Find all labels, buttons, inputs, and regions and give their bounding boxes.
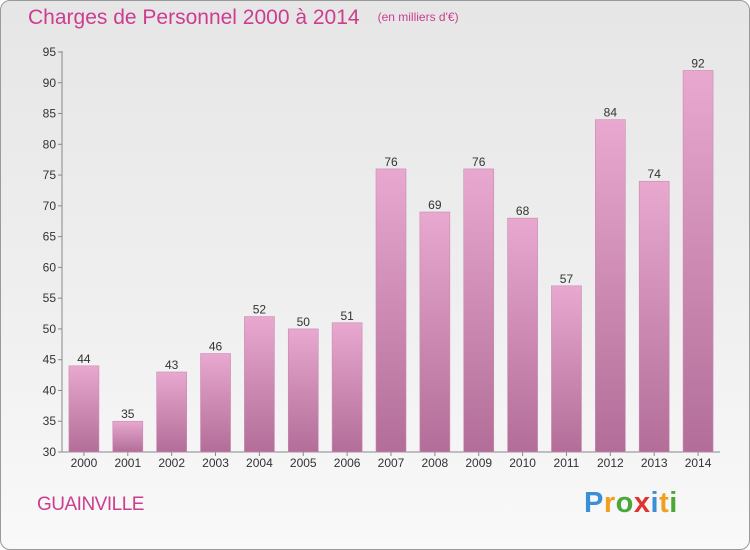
bar	[244, 316, 275, 453]
logo-letter: P	[584, 487, 604, 519]
bar	[551, 285, 582, 453]
x-tick-label: 2004	[246, 456, 273, 470]
bar-value-label: 69	[428, 198, 442, 212]
x-tick-label: 2011	[554, 456, 580, 470]
bar	[200, 353, 231, 453]
y-tick-label: 60	[43, 260, 57, 274]
y-tick-label: 65	[43, 230, 57, 244]
bar-value-label: 51	[340, 309, 354, 323]
bar	[287, 328, 319, 453]
y-tick-label: 85	[43, 107, 57, 121]
bar-value-label: 68	[516, 204, 530, 218]
bar	[595, 119, 626, 453]
logo-letter: r	[603, 487, 616, 519]
x-tick-label: 2001	[114, 456, 141, 470]
bar	[156, 371, 187, 453]
bar	[682, 70, 714, 453]
unit-note: (en milliers d'€)	[377, 10, 459, 24]
y-tick-label: 80	[43, 137, 57, 151]
bar-value-label: 44	[77, 352, 91, 366]
bar	[507, 217, 538, 453]
x-axis: 2000 2001 2002 2003 2004 2005 2006 2007 2008 2009…	[62, 451, 720, 470]
logo-letter: o	[615, 487, 634, 519]
y-axis: 30 35 40 45 50 55 60 65 70 75 80 85 90 95	[43, 45, 63, 459]
commune-name: GUAINVILLE	[37, 494, 144, 515]
bar-value-label: 76	[472, 155, 486, 169]
logo-letter: t	[659, 487, 670, 519]
bar-value-label: 74	[648, 167, 662, 181]
bar-value-label: 84	[604, 106, 618, 120]
y-tick-label: 90	[43, 76, 57, 90]
bar	[638, 180, 670, 453]
logo-letter: x	[633, 487, 651, 519]
y-tick-label: 70	[43, 199, 57, 213]
bar-value-label: 57	[560, 272, 574, 286]
bar-value-label: 52	[253, 303, 267, 317]
bar	[419, 211, 451, 453]
x-tick-label: 2012	[597, 456, 624, 470]
bar	[331, 322, 363, 453]
bar	[68, 365, 100, 453]
y-tick-label: 55	[43, 291, 57, 305]
y-tick-label: 95	[43, 45, 57, 59]
value-labels: 44 35 43 46 52 50 51 76 69 76 68 57 84 74 92	[77, 56, 705, 421]
x-tick-label: 2009	[465, 456, 492, 470]
proxiti-logo: Proxiti	[584, 487, 678, 520]
bar	[112, 420, 144, 453]
x-tick-label: 2006	[334, 456, 361, 470]
bar-value-label: 76	[384, 155, 398, 169]
bar-value-label: 50	[297, 315, 311, 329]
bar-value-label: 46	[209, 340, 223, 354]
x-tick-label: 2008	[422, 456, 449, 470]
y-tick-label: 45	[43, 353, 57, 367]
x-tick-label: 2010	[509, 456, 536, 470]
bar	[463, 168, 495, 453]
chart-title-block: Charges de Personnel 2000 à 2014 (en mill…	[28, 6, 459, 30]
y-tick-label: 50	[43, 322, 57, 336]
bar-value-label: 43	[165, 358, 179, 372]
bar	[375, 168, 407, 453]
bar-value-label: 92	[691, 56, 705, 70]
x-tick-label: 2014	[685, 456, 712, 470]
x-tick-label: 2013	[641, 456, 668, 470]
bars	[68, 70, 714, 453]
chart-title: Charges de Personnel 2000 à 2014	[28, 6, 360, 29]
x-tick-label: 2003	[202, 456, 229, 470]
x-tick-label: 2000	[71, 456, 98, 470]
bar-value-label: 35	[121, 407, 135, 421]
y-tick-label: 75	[43, 168, 57, 182]
y-tick-label: 30	[43, 445, 57, 459]
x-tick-label: 2002	[158, 456, 185, 470]
logo-letter: i	[650, 487, 660, 519]
logo-letter: i	[669, 487, 678, 519]
y-tick-label: 40	[43, 383, 57, 397]
x-tick-label: 2005	[290, 456, 317, 470]
x-tick-label: 2007	[378, 456, 405, 470]
y-tick-label: 35	[43, 414, 57, 428]
